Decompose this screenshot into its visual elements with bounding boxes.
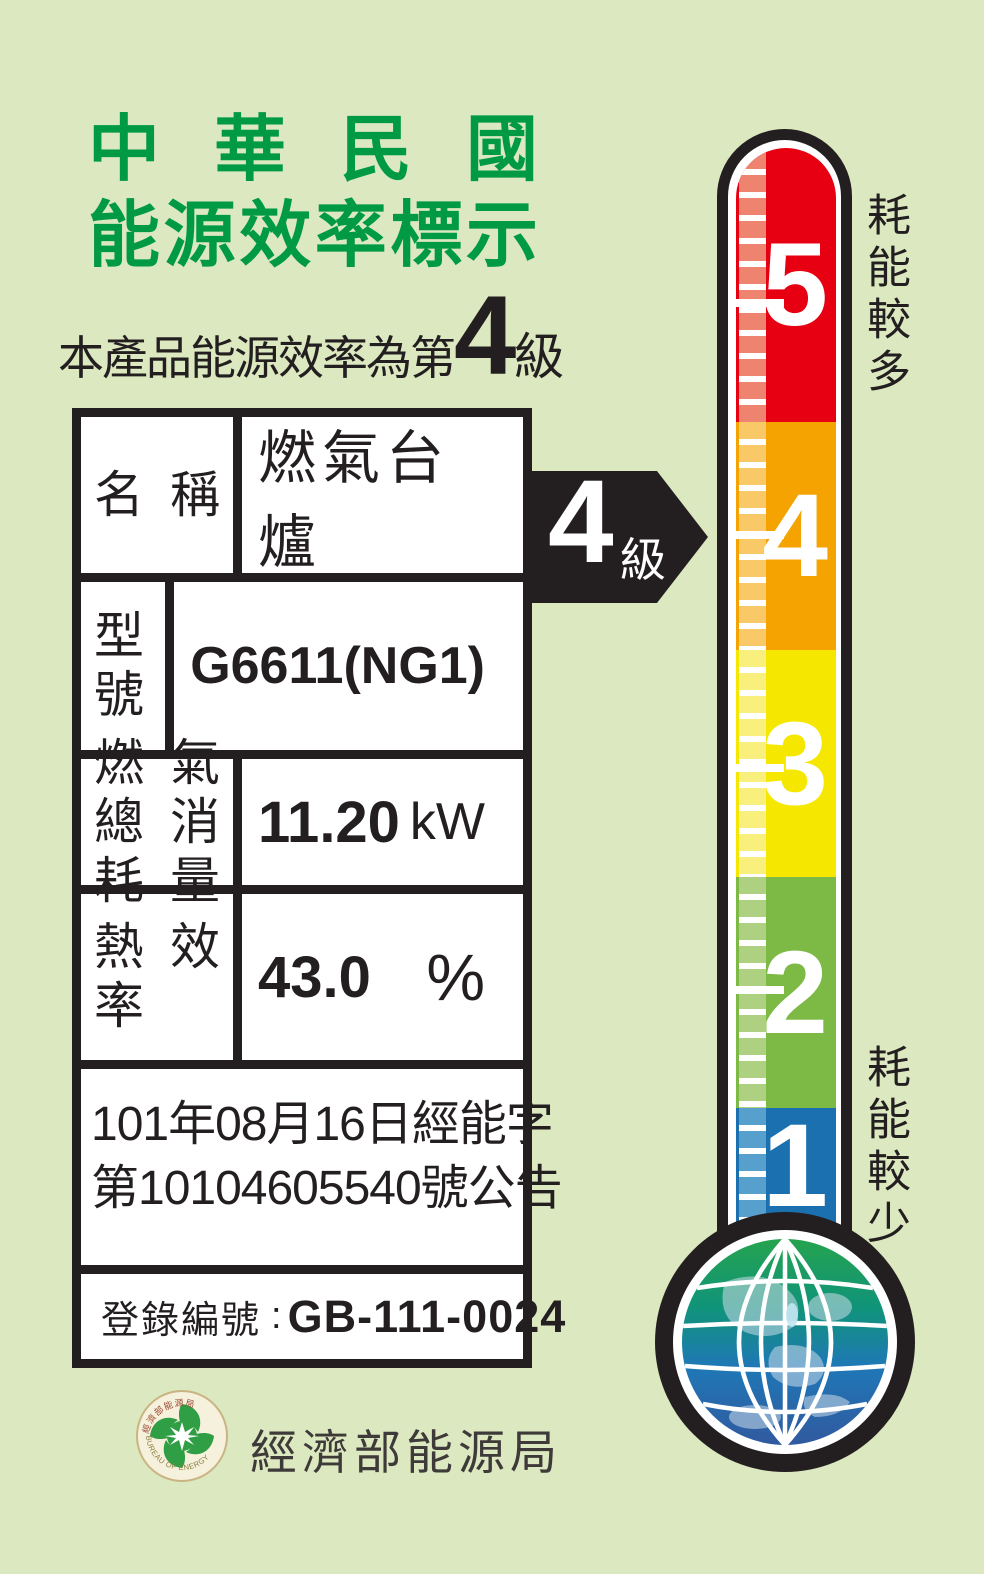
thermal-efficiency-value: 43.0 — [258, 944, 371, 1010]
major-tick-5 — [736, 299, 784, 307]
major-tick-4 — [736, 531, 784, 539]
row-model-label: 型 號 — [94, 608, 144, 723]
model-number-value: G6611(NG1) — [190, 637, 485, 695]
grade-arrow-number: 4 — [548, 456, 614, 588]
major-tick-3 — [736, 764, 784, 772]
scale-number-2: 2 — [762, 926, 828, 1059]
grade-arrow-unit: 級 — [620, 534, 666, 586]
product-name-value: 燃氣台爐 — [258, 426, 451, 575]
globe-icon — [655, 1212, 915, 1472]
tick-strip-5 — [739, 152, 766, 422]
row-model-value-cell: G6611(NG1) — [174, 582, 523, 750]
efficiency-grade-statement: 本產品能源效率為第 4 級 — [58, 273, 578, 398]
scale-segment-3: 3 — [736, 650, 836, 877]
product-spec-table: 名 稱 燃氣台爐 型 號 G6611(NG1) 燃氣總消耗量 11.20 kW — [72, 408, 565, 1368]
row-gas-label-cell: 燃氣總消耗量 — [81, 735, 242, 909]
grade-arrow: 4 級 — [532, 471, 708, 603]
major-tick-2 — [736, 986, 784, 994]
row-name-label-cell: 名 稱 — [81, 417, 242, 573]
thermometer-scale: 5 4 3 2 1 — [736, 148, 836, 1240]
scale-segment-5: 5 — [736, 148, 836, 422]
registration-number: GB-111-0024 — [287, 1290, 567, 1342]
gas-consumption-value: 11.20 — [258, 789, 400, 855]
thermal-efficiency-unit: % — [426, 940, 485, 1014]
announcement-line2: 第10104605540號公告 — [91, 1162, 563, 1216]
grade-statement-number: 4 — [454, 273, 516, 398]
row-gas-value-cell: 11.20 kW — [242, 759, 523, 885]
scale-number-3: 3 — [762, 697, 828, 830]
row-name-label: 名 稱 — [94, 466, 220, 523]
table-row-thermal-efficiency: 熱效率 43.0 % — [81, 885, 523, 1060]
agency-name: 經濟部能源局 — [250, 1426, 562, 1479]
scale-number-5: 5 — [762, 219, 828, 351]
table-row-name: 名 稱 燃氣台爐 — [81, 417, 523, 575]
label-title-line2: 能源效率標示 — [88, 196, 538, 276]
announcement-line1: 101年08月16日經能字 — [91, 1098, 554, 1151]
table-row-gas-consumption: 燃氣總消耗量 11.20 kW — [81, 735, 523, 909]
row-eff-label: 熱效率 — [94, 919, 220, 1034]
row-model-label-cell: 型 號 — [81, 582, 175, 750]
scale-number-4: 4 — [762, 470, 828, 602]
low-consumption-label: 耗能較少 — [860, 1044, 909, 1252]
grade-statement-suffix: 級 — [514, 329, 565, 385]
scale-number-1: 1 — [762, 1100, 828, 1233]
grade-statement-prefix: 本產品能源效率為第 — [58, 332, 456, 384]
registration-separator: : — [271, 1295, 282, 1337]
scale-segment-2: 2 — [736, 877, 836, 1108]
label-title-line1: 中 華 民 國 — [88, 110, 538, 190]
gas-consumption-unit: kW — [409, 793, 485, 851]
table-row-model: 型 號 G6611(NG1) — [81, 573, 523, 750]
bureau-of-energy-logo: 經濟部能源局 BUREAU OF ENERGY — [136, 1390, 228, 1482]
row-gas-label: 燃氣總消耗量 — [94, 734, 220, 909]
table-row-announcement: 101年08月16日經能字 第10104605540號公告 — [81, 1060, 563, 1265]
table-row-registration: 登錄編號 : GB-111-0024 — [81, 1265, 565, 1359]
tick-strip-3 — [739, 650, 766, 877]
row-name-value-cell: 燃氣台爐 — [242, 417, 523, 575]
scale-segment-4: 4 — [736, 422, 836, 650]
row-eff-label-cell: 熱效率 — [81, 894, 242, 1060]
high-consumption-label: 耗能較多 — [860, 192, 909, 400]
registration-label: 登錄編號 — [101, 1300, 262, 1342]
row-eff-value-cell: 43.0 % — [242, 894, 523, 1060]
